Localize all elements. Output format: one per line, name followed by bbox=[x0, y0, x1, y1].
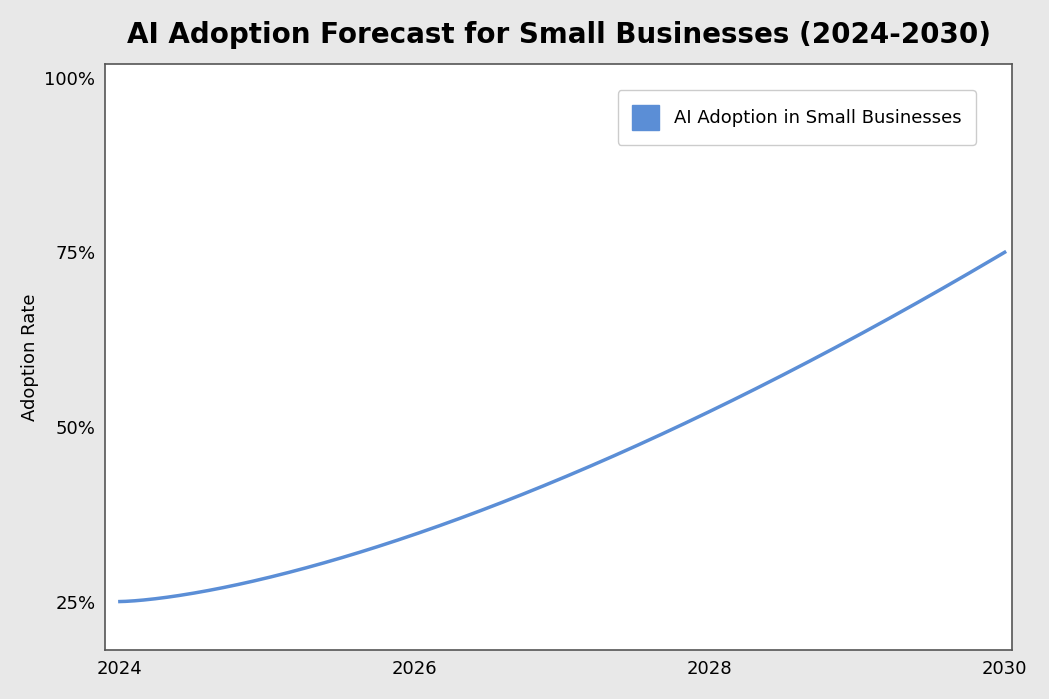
Y-axis label: Adoption Rate: Adoption Rate bbox=[21, 294, 39, 421]
Legend: AI Adoption in Small Businesses: AI Adoption in Small Businesses bbox=[618, 90, 976, 145]
Title: AI Adoption Forecast for Small Businesses (2024-2030): AI Adoption Forecast for Small Businesse… bbox=[127, 21, 990, 49]
